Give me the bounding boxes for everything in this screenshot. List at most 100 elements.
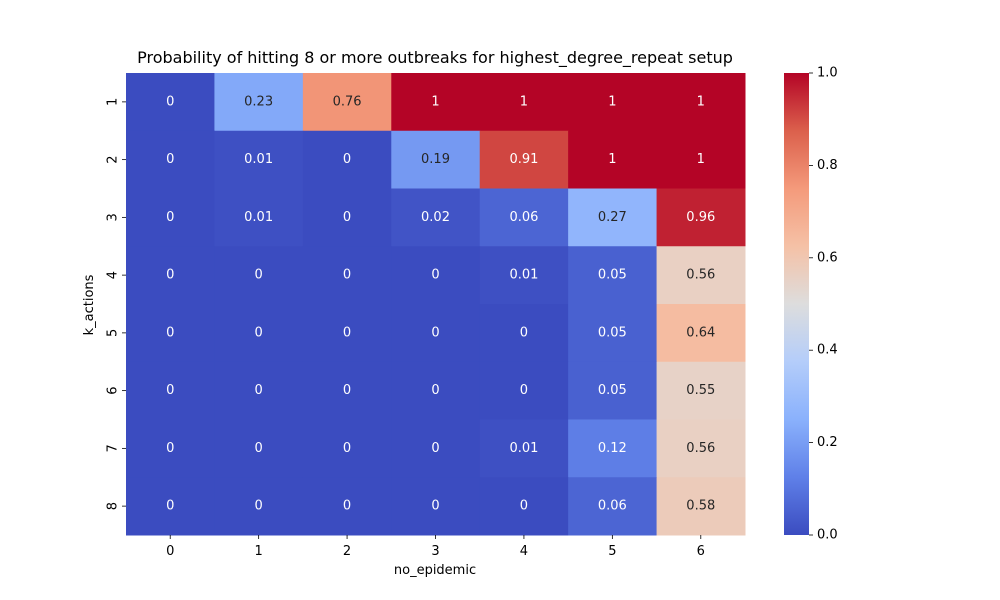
heatmap-cell (126, 73, 215, 132)
heatmap-cell (568, 361, 658, 420)
heatmap-cell (126, 130, 215, 189)
colorbar-tick-label: 0.4 (817, 343, 838, 358)
x-tick-label: 6 (697, 544, 705, 559)
heatmap-cells: 0 0.23 0.76 1 1 1 1 0 0.01 0 0.19 0.91 1 1 0 0.01 0 0.02 0… (126, 73, 746, 536)
heatmap-cell (568, 419, 658, 478)
heatmap-cell (302, 188, 392, 247)
heatmap-cell (302, 130, 392, 189)
cell-value-label: 0.19 (421, 152, 450, 167)
cell-value-label: 0 (255, 441, 263, 456)
heatmap-cell (391, 361, 481, 420)
heatmap-cell (126, 246, 215, 305)
x-axis-label: no_epidemic (394, 563, 476, 578)
heatmap-cell (391, 304, 481, 363)
cell-value-label: 0 (166, 268, 174, 283)
cell-value-label: 0 (343, 152, 351, 167)
heatmap-cell (656, 304, 746, 363)
cell-value-label: 1 (608, 94, 616, 109)
heatmap-cell (214, 304, 304, 363)
cell-value-label: 0 (431, 499, 439, 514)
heatmap-cell (656, 188, 746, 247)
heatmap-cell (391, 188, 481, 247)
heatmap-cell (479, 246, 569, 305)
heatmap-cell (126, 477, 215, 536)
colorbar-tick-label: 0.2 (817, 435, 838, 450)
heatmap-cell (656, 73, 746, 132)
cell-value-label: 0 (343, 499, 351, 514)
heatmap-cell (656, 246, 746, 305)
heatmap-cell (656, 130, 746, 189)
y-tick-label: 7 (106, 444, 121, 452)
x-tick-label: 0 (166, 544, 174, 559)
cell-value-label: 0 (255, 268, 263, 283)
cell-value-label: 0.05 (598, 268, 627, 283)
heatmap-cell (126, 419, 215, 478)
heatmap-cell (656, 419, 746, 478)
heatmap-cell (479, 477, 569, 536)
heatmap-cell (126, 188, 215, 247)
chart-title: Probability of hitting 8 or more outbrea… (137, 48, 733, 68)
colorbar (784, 73, 809, 535)
cell-value-label: 0.01 (244, 152, 273, 167)
heatmap-cell (656, 477, 746, 536)
heatmap-cell (391, 477, 481, 536)
heatmap-cell (214, 73, 304, 132)
heatmap-cell (214, 361, 304, 420)
cell-value-label: 1 (697, 94, 705, 109)
cell-value-label: 0 (520, 383, 528, 398)
cell-value-label: 1 (431, 94, 439, 109)
heatmap-cell (391, 246, 481, 305)
cell-value-label: 0 (166, 94, 174, 109)
cell-value-label: 0 (166, 441, 174, 456)
colorbar-tick-label: 0.0 (817, 528, 838, 543)
cell-value-label: 0 (343, 441, 351, 456)
y-axis-ticks: 1 2 3 4 5 6 7 8 (106, 98, 126, 510)
cell-value-label: 0 (343, 268, 351, 283)
cell-value-label: 0 (431, 268, 439, 283)
cell-value-label: 0 (343, 325, 351, 340)
y-tick-label: 5 (106, 329, 121, 337)
heatmap-cell (302, 477, 392, 536)
heatmap-cell (568, 246, 658, 305)
colorbar-tick-label: 0.8 (817, 158, 838, 173)
heatmap-cell (302, 419, 392, 478)
cell-value-label: 0.55 (686, 383, 715, 398)
cell-value-label: 0 (166, 210, 174, 225)
cell-value-label: 0.23 (244, 94, 273, 109)
x-tick-label: 2 (343, 544, 351, 559)
heatmap-cell (479, 419, 569, 478)
y-axis-label: k_actions (82, 274, 97, 335)
cell-value-label: 1 (697, 152, 705, 167)
cell-value-label: 0.12 (598, 441, 627, 456)
heatmap-cell (302, 73, 392, 132)
heatmap-cell (391, 130, 481, 189)
colorbar-tick-label: 1.0 (817, 66, 838, 81)
cell-value-label: 0 (255, 325, 263, 340)
heatmap-cell (391, 73, 481, 132)
cell-value-label: 0.96 (686, 210, 715, 225)
cell-value-label: 0 (431, 325, 439, 340)
x-tick-label: 5 (608, 544, 616, 559)
cell-value-label: 0.06 (509, 210, 538, 225)
heatmap-cell (214, 477, 304, 536)
cell-value-label: 0.91 (509, 152, 538, 167)
heatmap-cell (302, 361, 392, 420)
heatmap-cell (568, 73, 658, 132)
heatmap-cell (656, 361, 746, 420)
cell-value-label: 0 (255, 499, 263, 514)
heatmap-cell (126, 304, 215, 363)
heatmap-cell (126, 361, 215, 420)
x-tick-label: 1 (255, 544, 263, 559)
cell-value-label: 1 (608, 152, 616, 167)
heatmap-cell (214, 419, 304, 478)
cell-value-label: 0 (166, 499, 174, 514)
heatmap-cell (214, 246, 304, 305)
x-tick-label: 4 (520, 544, 528, 559)
heatmap-cell (568, 477, 658, 536)
y-tick-label: 4 (106, 271, 121, 279)
heatmap-cell (568, 304, 658, 363)
cell-value-label: 0.01 (509, 441, 538, 456)
heatmap-cell (302, 246, 392, 305)
y-tick-label: 8 (106, 502, 121, 510)
cell-value-label: 0.05 (598, 325, 627, 340)
